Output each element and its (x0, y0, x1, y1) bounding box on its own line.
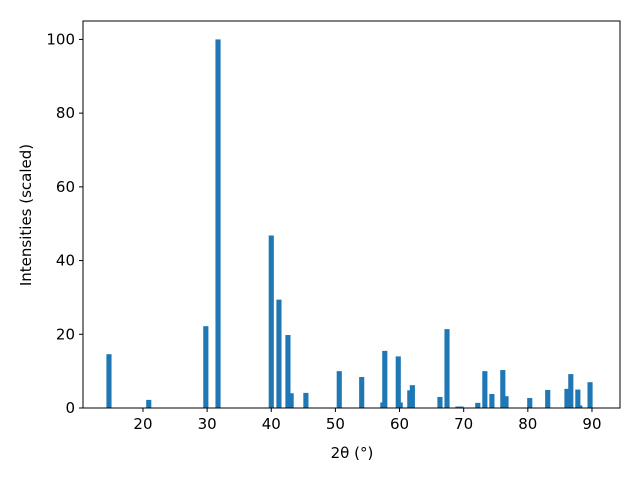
bar (503, 396, 509, 408)
bar (455, 406, 461, 408)
y-tick-label: 60 (56, 178, 75, 196)
bar (577, 405, 583, 408)
y-tick-label: 80 (56, 104, 75, 122)
bar (500, 370, 506, 408)
bar (409, 385, 415, 408)
x-tick-label: 60 (390, 415, 409, 433)
bar (458, 406, 464, 408)
x-tick-label: 20 (133, 415, 152, 433)
bar (475, 402, 481, 408)
bar (336, 371, 342, 408)
x-tick-label: 40 (262, 415, 281, 433)
y-tick-label: 40 (56, 252, 75, 270)
bar (397, 402, 403, 408)
bar (285, 335, 291, 408)
y-axis-label: Intensities (scaled) (17, 144, 35, 286)
bar (444, 329, 450, 408)
bar (489, 393, 495, 408)
bar (359, 377, 365, 408)
bar (146, 399, 152, 408)
bar (215, 39, 221, 409)
x-tick-label: 50 (326, 415, 345, 433)
bar (303, 392, 309, 408)
bar (482, 371, 488, 408)
bar (587, 382, 593, 408)
y-tick-label: 0 (65, 399, 75, 417)
bar (568, 374, 574, 408)
bar (276, 299, 282, 408)
bar (268, 235, 274, 408)
bar (106, 354, 112, 408)
x-tick-label: 30 (198, 415, 217, 433)
y-tick-label: 20 (56, 325, 75, 343)
x-tick-label: 90 (582, 415, 601, 433)
x-tick-label: 70 (454, 415, 473, 433)
x-axis-label: 2θ (°) (331, 444, 374, 462)
bar (203, 326, 209, 408)
bar (575, 389, 581, 408)
bar (564, 388, 570, 408)
bar (527, 398, 533, 408)
bar (545, 389, 551, 408)
plot-frame (82, 20, 621, 409)
bar (395, 356, 401, 408)
y-tick-label: 100 (46, 30, 75, 48)
bar (437, 396, 443, 408)
x-tick-label: 80 (518, 415, 537, 433)
bar (382, 350, 388, 408)
bar (288, 393, 294, 408)
